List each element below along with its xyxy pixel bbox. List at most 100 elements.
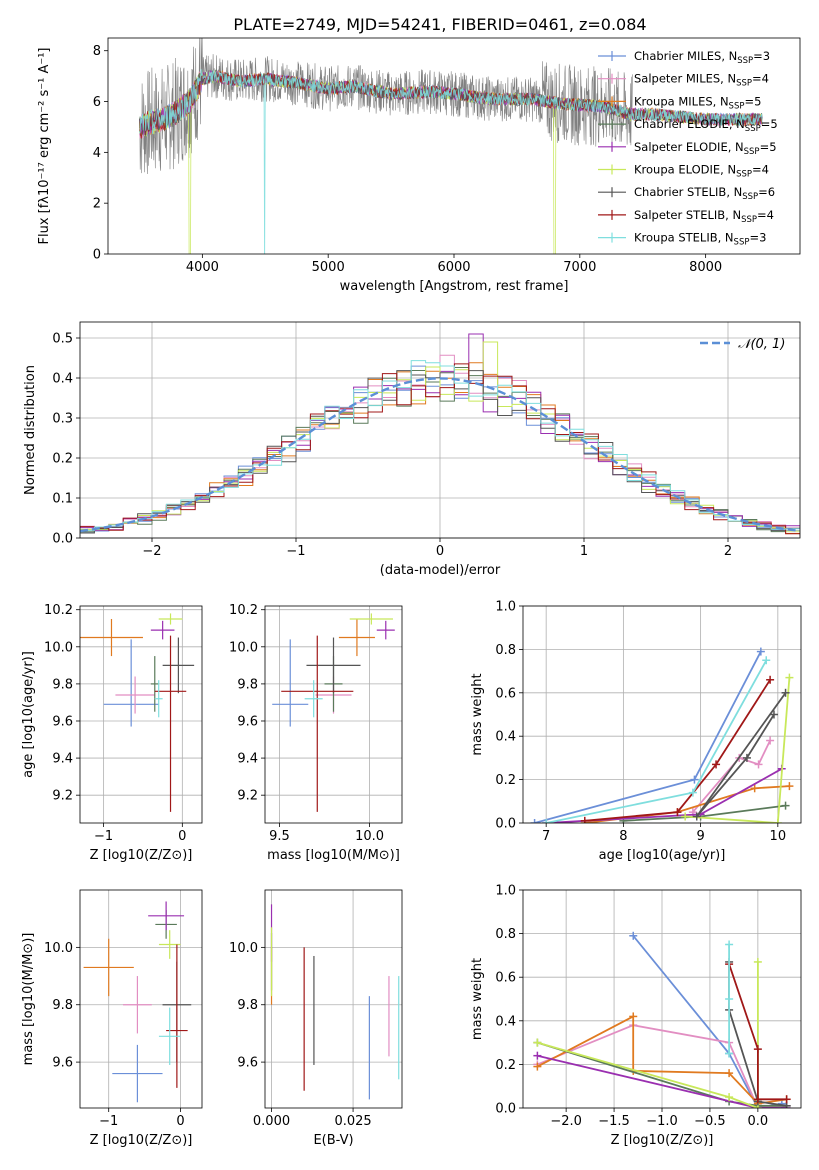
plot-area xyxy=(83,901,192,1103)
x-tick-label: 0.0 xyxy=(748,1114,769,1129)
legend-label: 𝒩(0, 1) xyxy=(738,337,785,352)
x-axis-label: age [log10(age/yr)] xyxy=(599,848,726,863)
grid xyxy=(265,606,402,823)
y-tick-label: 9.4 xyxy=(237,752,258,767)
x-tick-label: 7000 xyxy=(563,260,596,275)
y-tick-label: 6 xyxy=(93,95,101,110)
x-axis-label: Z [log10(Z/Z⊙)] xyxy=(611,1133,714,1148)
legend-count: =5 xyxy=(760,140,777,154)
legend-label: Salpeter MILES, NSSP=4 xyxy=(634,72,769,89)
legend-count: =4 xyxy=(752,163,769,177)
plot-area xyxy=(139,38,763,254)
weight-line xyxy=(584,679,771,822)
weight-line xyxy=(537,961,759,1108)
legend-label: Chabrier ELODIE, NSSP=5 xyxy=(634,117,778,134)
axes-frame xyxy=(79,321,801,539)
y-tick-label: 10.0 xyxy=(44,640,73,655)
plot-area xyxy=(80,613,195,812)
axes-frame xyxy=(264,605,403,824)
y-tick-label: 0.4 xyxy=(495,1014,516,1029)
legend: Chabrier MILES, NSSP=3 Salpeter MILES, NS… xyxy=(598,49,778,248)
y-tick-label: 10.2 xyxy=(229,603,258,618)
y-tick-label: 9.4 xyxy=(52,752,73,767)
y-tick-label: 8 xyxy=(93,44,101,59)
legend-label: Chabrier MILES, NSSP=3 xyxy=(634,49,770,66)
chart-EBV-mass: 0.000 0.025 9.6 9.8 10.0 E(B-V) xyxy=(229,889,403,1148)
y-axis-label: Flux [fλ10⁻¹⁷ erg cm⁻² s⁻¹ A⁻¹] xyxy=(37,48,52,245)
grid xyxy=(265,890,402,1108)
weight-line xyxy=(685,677,791,823)
plot-area xyxy=(270,904,400,1100)
grid xyxy=(80,322,800,539)
y-axis-label: age [log10(age/yr)] xyxy=(21,651,36,778)
legend-subscript: SSP xyxy=(742,192,758,202)
y-tick-label: 9.6 xyxy=(52,1056,73,1071)
x-tick-label: 1 xyxy=(580,544,588,559)
x-tick-label: 9.5 xyxy=(269,829,290,844)
chart-residuals: −2 −1 0 1 2 0.0 0.1 0.2 0.3 0.4 0.5 (data-model)/er… xyxy=(23,321,801,578)
x-tick-label: −2 xyxy=(142,544,161,559)
legend-count: =6 xyxy=(758,185,775,199)
y-tick-label: 9.6 xyxy=(237,714,258,729)
grid xyxy=(80,890,202,1108)
weight-line xyxy=(537,1041,787,1107)
chart-spectrum: 4000 5000 6000 7000 8000 0 2 4 6 8 wavelength [Ang… xyxy=(37,37,801,294)
weight-line xyxy=(728,963,787,1101)
figure-title: PLATE=2749, MJD=54241, FIBERID=0461, z=0… xyxy=(233,15,646,34)
legend-label: Salpeter STELIB, NSSP=4 xyxy=(634,208,774,225)
y-tick-label: 9.6 xyxy=(52,714,73,729)
weight-line xyxy=(695,692,787,818)
x-tick-label: −2.0 xyxy=(550,1114,582,1129)
legend-subscript: SSP xyxy=(736,79,752,89)
x-tick-label: 8 xyxy=(619,829,627,844)
x-tick-label: −1.5 xyxy=(598,1114,630,1129)
x-tick-label: 7 xyxy=(542,829,550,844)
y-tick-label: 0.0 xyxy=(495,1102,516,1117)
legend-count: =4 xyxy=(752,72,769,86)
y-tick-label: 0.1 xyxy=(52,492,73,507)
legend-subscript: SSP xyxy=(737,56,753,66)
y-tick-label: 0.4 xyxy=(495,730,516,745)
x-tick-label: 0.000 xyxy=(253,1114,290,1129)
legend-subscript: SSP xyxy=(741,215,757,225)
y-axis-label: mass [log10(M/M⊙)] xyxy=(21,933,36,1066)
chart-Z-mass: −1 0 9.6 9.8 10.0 Z [log10(Z/Z⊙)] mass [log10(… xyxy=(21,889,203,1148)
observed-spectrum-line xyxy=(139,38,633,175)
y-tick-label: 0.3 xyxy=(52,412,73,427)
y-tick-label: 0 xyxy=(93,248,101,263)
legend-label: Kroupa STELIB, NSSP=3 xyxy=(634,231,766,248)
y-tick-label: 0.4 xyxy=(52,372,73,387)
y-tick-label: 9.8 xyxy=(237,677,258,692)
legend-count: =3 xyxy=(749,231,766,245)
y-tick-label: 1.0 xyxy=(495,884,516,899)
legend-label: Salpeter ELODIE, NSSP=5 xyxy=(634,140,777,157)
x-axis-label: Z [log10(Z/Z⊙)] xyxy=(90,848,193,863)
y-tick-label: 9.2 xyxy=(52,789,73,804)
y-tick-label: 0.8 xyxy=(495,643,516,658)
x-tick-label: 9 xyxy=(696,829,704,844)
legend-count: =3 xyxy=(753,49,770,63)
y-tick-label: 0.0 xyxy=(495,817,516,832)
axes-frame xyxy=(107,37,801,255)
legend-subscript: SSP xyxy=(729,101,745,111)
x-tick-label: −1 xyxy=(99,1114,118,1129)
x-tick-label: 10 xyxy=(770,829,787,844)
x-tick-label: −0.5 xyxy=(694,1114,726,1129)
plot-area xyxy=(530,647,794,823)
x-tick-label: −1 xyxy=(286,544,305,559)
x-axis-label: E(B-V) xyxy=(313,1133,353,1148)
plot-area xyxy=(80,333,800,537)
y-tick-label: 0.6 xyxy=(495,686,516,701)
chart-mass-age: 9.5 10.0 9.2 9.4 9.6 9.8 10.0 10.2 mass [log10(M… xyxy=(229,603,403,863)
x-axis-label: (data-model)/error xyxy=(380,563,501,578)
weight-line xyxy=(537,1054,787,1108)
legend-subscript: SSP xyxy=(745,124,761,134)
x-axis-label: mass [log10(M/M⊙)] xyxy=(267,848,400,863)
x-tick-label: 0 xyxy=(436,544,444,559)
axes-frame xyxy=(264,889,403,1109)
y-tick-label: 9.8 xyxy=(52,677,73,692)
y-tick-label: 2 xyxy=(93,197,101,212)
x-tick-label: 5000 xyxy=(312,260,345,275)
legend-count: =5 xyxy=(761,117,778,131)
x-tick-label: 0 xyxy=(176,1114,184,1129)
